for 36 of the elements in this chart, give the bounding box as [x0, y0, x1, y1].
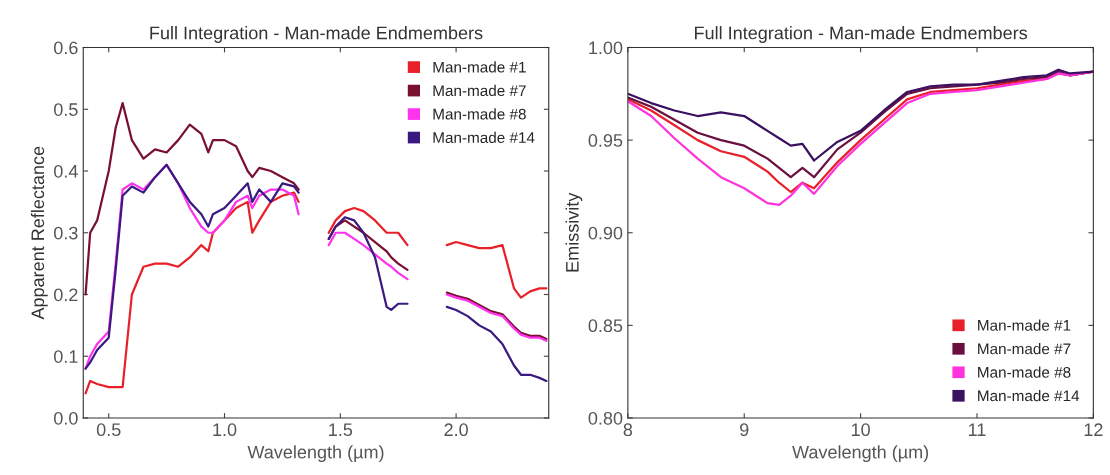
y-tick-label: 0.90 [588, 226, 623, 240]
y-tick-label: 0.95 [588, 134, 623, 147]
x-tick-label: 9 [740, 423, 749, 437]
y-tick-label: 0.0 [54, 411, 78, 425]
legend-label: Man-made #14 [978, 390, 1080, 402]
y-tick-label: 0.3 [54, 226, 78, 240]
y-tick-label: 0.5 [54, 103, 78, 116]
x-tick-label: 11 [968, 423, 986, 436]
y-axis-title: Apparent Reflectance [30, 146, 48, 320]
x-tick-label: 2.0 [444, 423, 468, 437]
x-tick-label: 8 [623, 423, 633, 437]
legend-label: Man-made #1 [433, 61, 526, 73]
chart-title: Full Integration - Man-made Endmembers [695, 26, 1028, 43]
x-axis-title: Wavelength (µm) [247, 445, 384, 463]
legend-label: Man-made #7 [433, 84, 526, 97]
chart-title: Full Integration - Man-made Endmembers [150, 26, 483, 43]
legend-label: Man-made #8 [978, 366, 1071, 378]
y-tick-label: 0.6 [54, 41, 78, 55]
legend-label: Man-made #8 [433, 108, 526, 120]
x-tick-label: 1.5 [329, 423, 353, 437]
x-tick-label: 12 [1084, 423, 1103, 436]
x-axis-title: Wavelength (µm) [792, 445, 929, 463]
y-tick-label: 0.85 [588, 319, 623, 333]
x-tick-label: 1.0 [213, 423, 237, 437]
legend-label: Man-made #14 [433, 131, 535, 144]
y-tick-label: 0.2 [54, 288, 78, 302]
y-axis-title: Emissivity [565, 192, 583, 272]
y-tick-label: 1.00 [589, 41, 623, 55]
y-tick-label: 0.4 [54, 164, 78, 178]
y-tick-label: 0.80 [588, 411, 623, 425]
x-tick-label: 10 [851, 423, 870, 437]
line-series [627, 68, 1094, 162]
x-tick-label: 0.5 [96, 423, 121, 437]
legend-label: Man-made #7 [978, 343, 1071, 355]
legend-label: Man-made #1 [978, 319, 1071, 331]
y-tick-label: 0.1 [54, 350, 78, 363]
